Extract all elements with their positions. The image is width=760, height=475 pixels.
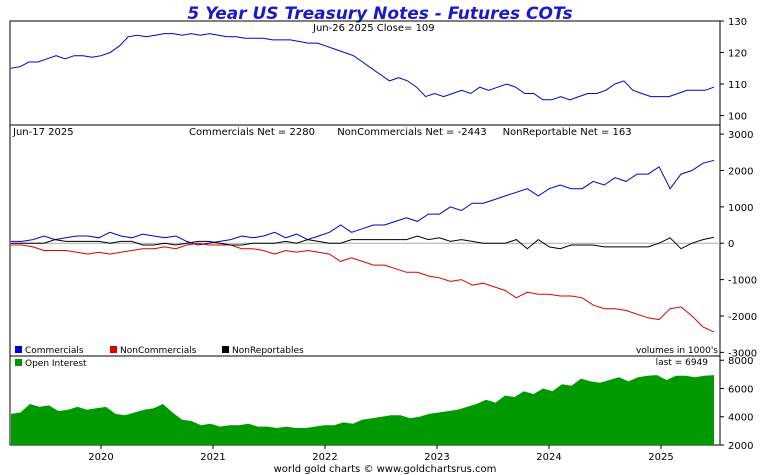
y-tick-label: -2000 (728, 312, 757, 323)
y-tick-label: 6000 (728, 384, 753, 395)
y-tick-label: 120 (728, 49, 747, 60)
y-tick-label: -3000 (728, 348, 757, 359)
x-tick-label: 2020 (88, 452, 113, 463)
price-close-label: Jun-26 2025 Close= 109 (312, 23, 435, 34)
y-tick-label: 4000 (728, 413, 753, 424)
legend-commercials-swatch (15, 346, 22, 353)
legend-open-interest-swatch (15, 359, 22, 366)
cot-nets-label: Commercials Net = 2280 NonCommercials Ne… (189, 127, 632, 138)
y-tick-label: 110 (728, 80, 747, 91)
commercials-line (11, 159, 715, 246)
y-tick-label: 3000 (728, 130, 753, 141)
open-interest-area (11, 375, 714, 445)
x-tick-label: 2023 (424, 452, 449, 463)
y-tick-label: 0 (728, 239, 734, 250)
legend-commercials-label: Commercials (25, 346, 84, 356)
y-tick-label: -1000 (728, 276, 757, 287)
legend-noncommercials-swatch (110, 346, 117, 353)
x-tick-label: 2022 (312, 452, 337, 463)
price-line (10, 33, 715, 101)
y-tick-label: 1000 (728, 203, 753, 214)
legend-nonreportables-label: NonReportables (232, 346, 304, 356)
y-tick-label: 8000 (728, 356, 753, 367)
legend-open-interest-label: Open Interest (25, 359, 87, 369)
open-interest-last-label: last = 6949 (656, 358, 709, 368)
y-axis-ticks: 100 110 120 130 -3000 -2000 -1000 0 1000 2000 3000… (720, 17, 757, 452)
x-tick-label: 2021 (200, 452, 225, 463)
y-tick-label: 130 (728, 17, 747, 28)
cot-panel (9, 124, 721, 357)
open-interest-plot (11, 375, 714, 445)
y-tick-label: 100 (728, 112, 747, 123)
noncommercials-line (11, 242, 715, 333)
y-tick-label: 2000 (728, 166, 753, 177)
legend-noncommercials-label: NonCommercials (120, 346, 197, 356)
cot-date-label: Jun-17 2025 (12, 127, 74, 138)
legend-nonreportables-swatch (222, 346, 229, 353)
x-axis-ticks: 2020 2021 2022 2023 2024 2025 (88, 445, 674, 463)
y-tick-label: 2000 (728, 441, 753, 452)
footer-credit: world gold charts © www.goldchartsrus.co… (274, 464, 497, 475)
price-panel (9, 20, 721, 126)
chart-title: 5 Year US Treasury Notes - Futures COTs (187, 4, 572, 24)
x-tick-label: 2025 (648, 452, 673, 463)
x-tick-label: 2024 (536, 452, 561, 463)
nonreportables-line (11, 235, 715, 250)
price-plot (10, 33, 715, 101)
cot-plot (11, 159, 720, 333)
volumes-note: volumes in 1000's (636, 346, 718, 356)
